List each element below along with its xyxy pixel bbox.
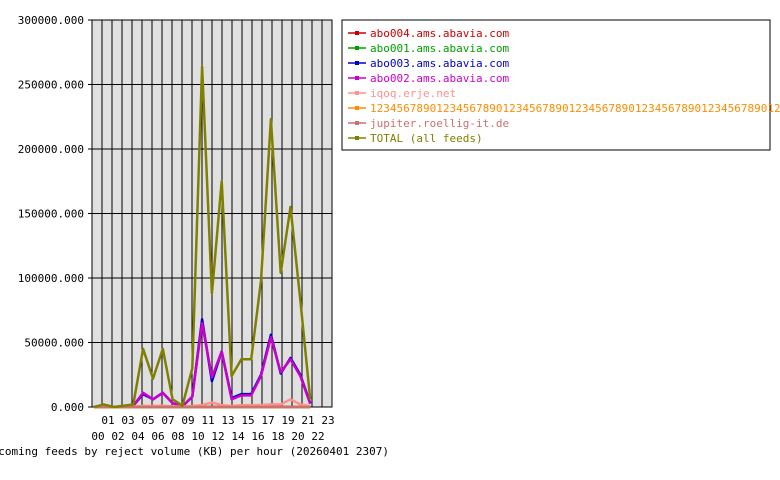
x-tick-label: 20	[291, 430, 304, 443]
legend-entry-label: iqoq.erje.net	[370, 87, 456, 100]
legend-entry-label: abo001.ams.abavia.com	[370, 42, 509, 55]
x-tick-label: 10	[191, 430, 204, 443]
series-lines	[93, 65, 312, 409]
legend-swatch-marker	[355, 106, 359, 110]
x-tick-label: 09	[181, 414, 194, 427]
legend-entry-label: 1234567890123456789012345678901234567890…	[370, 102, 780, 115]
legend-box	[341, 19, 771, 151]
legend-swatch-marker	[355, 91, 359, 95]
x-tick-label: 22	[311, 430, 324, 443]
series-line	[93, 65, 312, 409]
x-tick-label: 12	[211, 430, 224, 443]
x-tick-label: 03	[121, 414, 134, 427]
legend-entry-label: abo002.ams.abavia.com	[370, 72, 509, 85]
x-tick-label: 07	[161, 414, 174, 427]
legend-swatch-marker	[355, 31, 359, 35]
y-tick-label: 200000.000	[18, 143, 84, 156]
y-tick-label: 300000.000	[18, 14, 84, 27]
x-tick-label: 13	[221, 414, 234, 427]
legend: abo004.ams.abavia.com abo001.ams.abavia.c…	[348, 27, 780, 145]
legend-swatch-marker	[355, 136, 359, 140]
y-axis-tick-labels: 0.000 50000.000 100000.000 150000.000 200000…	[18, 14, 84, 414]
x-tick-label: 00	[91, 430, 104, 443]
x-tick-label: 16	[251, 430, 264, 443]
x-axis-tick-labels: 00 01 02 03 04 05 06 07 08 09 10 11 12 13 14 15 16 17 18 19…	[91, 414, 334, 443]
legend-entry-label: abo003.ams.abavia.com	[370, 57, 509, 70]
y-tick-label: 0.000	[51, 401, 84, 414]
legend-entry-label: TOTAL (all feeds)	[370, 132, 483, 145]
legend-swatch-marker	[355, 121, 359, 125]
y-tick-label: 100000.000	[18, 272, 84, 285]
x-tick-label: 15	[241, 414, 254, 427]
x-tick-label: 21	[301, 414, 314, 427]
y-tick-label: 50000.000	[24, 337, 84, 350]
x-tick-label: 14	[231, 430, 245, 443]
x-tick-label: 05	[141, 414, 154, 427]
x-tick-label: 23	[321, 414, 334, 427]
x-tick-label: 18	[271, 430, 284, 443]
x-tick-label: 02	[111, 430, 124, 443]
legend-entry-label: jupiter.roellig-it.de	[370, 117, 509, 130]
x-tick-label: 11	[201, 414, 214, 427]
x-tick-label: 04	[131, 430, 145, 443]
x-tick-label: 19	[281, 414, 294, 427]
legend-swatch-marker	[355, 76, 359, 80]
y-tick-label: 150000.000	[18, 208, 84, 221]
x-tick-label: 01	[101, 414, 114, 427]
x-tick-label: 08	[171, 430, 184, 443]
legend-swatch-marker	[355, 46, 359, 50]
chart-title: Incoming feeds by reject volume (KB) per…	[0, 445, 389, 458]
legend-swatch-marker	[355, 61, 359, 65]
x-tick-label: 06	[151, 430, 164, 443]
x-tick-label: 17	[261, 414, 274, 427]
y-tick-label: 250000.000	[18, 79, 84, 92]
legend-entry-label: abo004.ams.abavia.com	[370, 27, 509, 40]
